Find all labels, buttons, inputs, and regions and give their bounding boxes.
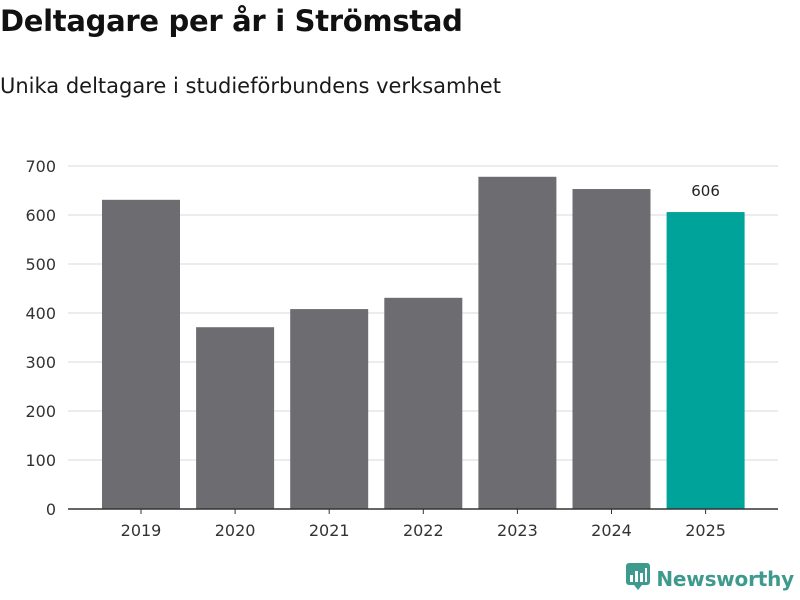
x-tick-label: 2023: [497, 521, 538, 540]
bar-2023: [478, 176, 557, 509]
y-tick-label: 100: [25, 451, 56, 470]
newsworthy-logo-icon: [626, 563, 651, 595]
x-tick-label: 2022: [403, 521, 444, 540]
bar-2019: [102, 199, 180, 509]
bar-2021: [290, 309, 369, 509]
x-tick-label: 2019: [121, 521, 162, 540]
newsworthy-logo[interactable]: Newsworthy: [626, 563, 794, 595]
chart-title: Deltagare per år i Strömstad: [0, 4, 463, 38]
x-tick-label: 2025: [685, 521, 726, 540]
x-tick-label: 2024: [591, 521, 632, 540]
x-tick-label: 2020: [215, 521, 256, 540]
bar-2020: [196, 327, 275, 509]
chart-subtitle: Unika deltagare i studieförbundens verks…: [0, 74, 501, 98]
y-tick-label: 600: [25, 206, 56, 225]
axes: [68, 508, 778, 514]
bar-2024: [572, 189, 651, 509]
data-label: 606: [691, 182, 720, 200]
y-tick-label: 300: [25, 353, 56, 372]
y-tick-label: 500: [25, 255, 56, 274]
y-tick-label: 400: [25, 304, 56, 323]
newsworthy-wordmark: Newsworthy: [656, 567, 794, 591]
labels: 0 100 200 300 400 500 600 700 2019 2020 2021 2022 20…: [25, 157, 726, 540]
y-tick-label: 200: [25, 402, 56, 421]
y-tick-label: 0: [46, 500, 56, 519]
bar-2022: [384, 297, 463, 509]
bars: [102, 176, 745, 509]
x-tick-label: 2021: [309, 521, 350, 540]
y-tick-label: 700: [25, 157, 56, 176]
bar-2025: [666, 212, 745, 509]
